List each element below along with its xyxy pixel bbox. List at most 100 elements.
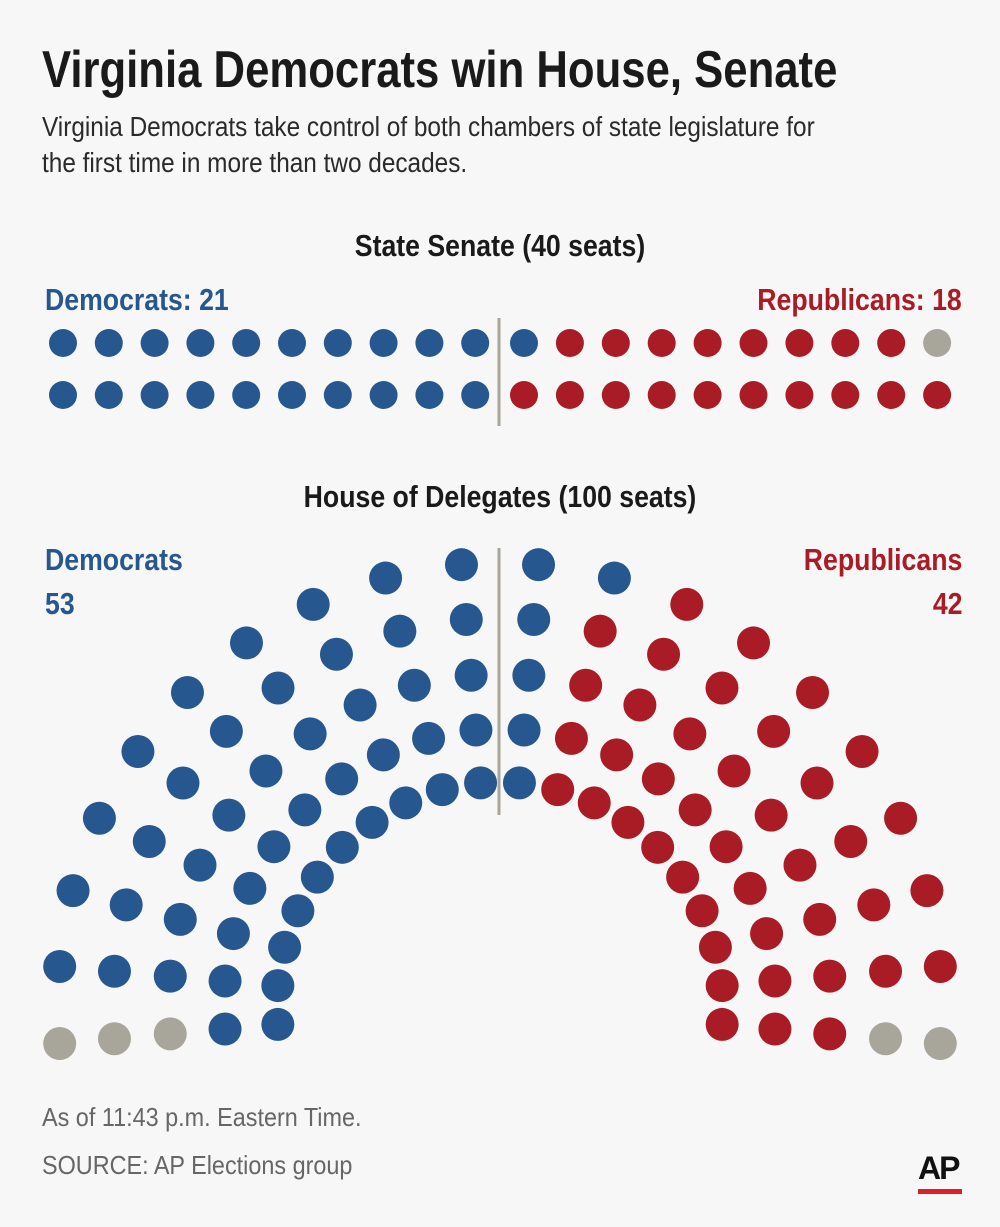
- democrat-seat: [415, 381, 444, 409]
- democrat-seat: [170, 675, 204, 709]
- democrat-seat: [212, 798, 246, 832]
- democrat-seat: [97, 954, 131, 988]
- democrat-seat: [369, 561, 403, 595]
- democrat-seat: [278, 329, 306, 357]
- republican-seat: [685, 894, 719, 928]
- undecided-seat: [923, 1027, 957, 1061]
- democrat-seat: [415, 329, 444, 357]
- republican-seat: [600, 738, 634, 772]
- republican-seat: [555, 329, 584, 357]
- house-republicans-label: Republicans: [803, 542, 962, 577]
- democrat-seat: [325, 830, 359, 864]
- republican-seat: [673, 717, 707, 751]
- democrat-seat: [454, 658, 488, 692]
- republican-seat: [705, 1007, 739, 1041]
- republican-seat: [739, 381, 768, 409]
- democrat-seat: [166, 766, 200, 800]
- republican-seat: [739, 329, 768, 357]
- undecided-seat: [153, 1017, 187, 1051]
- democrat-seat: [383, 614, 417, 648]
- democrat-seat: [281, 894, 315, 928]
- republican-seat: [698, 930, 732, 964]
- republican-seat: [678, 793, 712, 827]
- democrat-seat: [425, 773, 459, 807]
- republican-seat: [803, 902, 837, 936]
- democrat-seat: [94, 381, 123, 409]
- democrat-seat: [208, 1012, 242, 1046]
- page-title: Virginia Democrats win House, Senate: [42, 41, 838, 99]
- democrat-seat: [232, 381, 261, 409]
- democrat-seat: [444, 548, 478, 582]
- house-title: House of Delegates (100 seats): [303, 479, 697, 514]
- republican-seat: [813, 959, 847, 993]
- republican-seat: [758, 1012, 792, 1046]
- republican-seat: [800, 766, 834, 800]
- democrat-seat: [507, 713, 541, 747]
- democrat-seat: [278, 381, 306, 409]
- senate-chart: [49, 318, 952, 426]
- republican-seat: [693, 329, 722, 357]
- democrat-seat: [517, 602, 551, 636]
- republican-seat: [750, 917, 784, 951]
- republican-seat: [641, 762, 675, 796]
- house-democrats-label: Democrats: [45, 542, 183, 577]
- undecided-seat: [869, 1022, 903, 1056]
- democrat-seat: [183, 848, 217, 882]
- republican-seat: [923, 949, 957, 983]
- democrat-seat: [459, 713, 493, 747]
- democrat-seat: [49, 381, 77, 409]
- democrat-seat: [464, 766, 498, 800]
- house-democrats-count: 53: [45, 586, 75, 621]
- democrat-seat: [461, 329, 490, 357]
- republican-seat: [709, 830, 743, 864]
- republican-seat: [647, 329, 676, 357]
- democrat-seat: [249, 754, 283, 788]
- democrat-seat: [261, 1007, 295, 1041]
- democrat-seat: [369, 329, 398, 357]
- republican-seat: [884, 801, 918, 835]
- democrat-seat: [343, 688, 377, 722]
- democrat-seat: [461, 381, 490, 409]
- republican-seat: [510, 381, 538, 409]
- timestamp-note: As of 11:43 p.m. Eastern Time.: [42, 1102, 362, 1132]
- democrat-seat: [449, 602, 483, 636]
- democrat-seat: [296, 587, 330, 621]
- republican-seat: [705, 969, 739, 1003]
- democrat-seat: [186, 329, 215, 357]
- republican-seat: [611, 805, 645, 839]
- democrat-seat: [140, 329, 169, 357]
- republican-seat: [641, 830, 675, 864]
- republican-seat: [910, 874, 944, 908]
- republican-seat: [569, 668, 603, 702]
- democrat-seat: [323, 329, 352, 357]
- democrat-seat: [233, 871, 267, 905]
- senate-democrats-label: Democrats: 21: [45, 282, 229, 317]
- republican-seat: [796, 675, 830, 709]
- republican-seat: [577, 786, 611, 820]
- democrat-seat: [109, 888, 143, 922]
- democrat-seat: [132, 824, 166, 858]
- democrat-seat: [323, 381, 352, 409]
- republican-seat: [601, 381, 630, 409]
- republican-seat: [785, 329, 814, 357]
- democrat-seat: [510, 329, 538, 357]
- republican-seat: [857, 888, 891, 922]
- democrat-seat: [208, 964, 242, 998]
- democrat-seat: [261, 969, 295, 1003]
- democrat-seat: [257, 830, 291, 864]
- democrat-seat: [140, 381, 169, 409]
- democrat-seat: [261, 671, 295, 705]
- republican-seat: [877, 381, 906, 409]
- republican-seat: [717, 754, 751, 788]
- democrat-seat: [232, 329, 261, 357]
- republican-seat: [785, 381, 814, 409]
- source-note: SOURCE: AP Elections group: [42, 1150, 353, 1180]
- republican-seat: [845, 734, 879, 768]
- republican-seat: [670, 587, 704, 621]
- democrat-seat: [522, 548, 556, 582]
- republican-seat: [647, 637, 681, 671]
- democrat-seat: [355, 805, 389, 839]
- democrat-seat: [121, 734, 155, 768]
- democrat-seat: [366, 738, 400, 772]
